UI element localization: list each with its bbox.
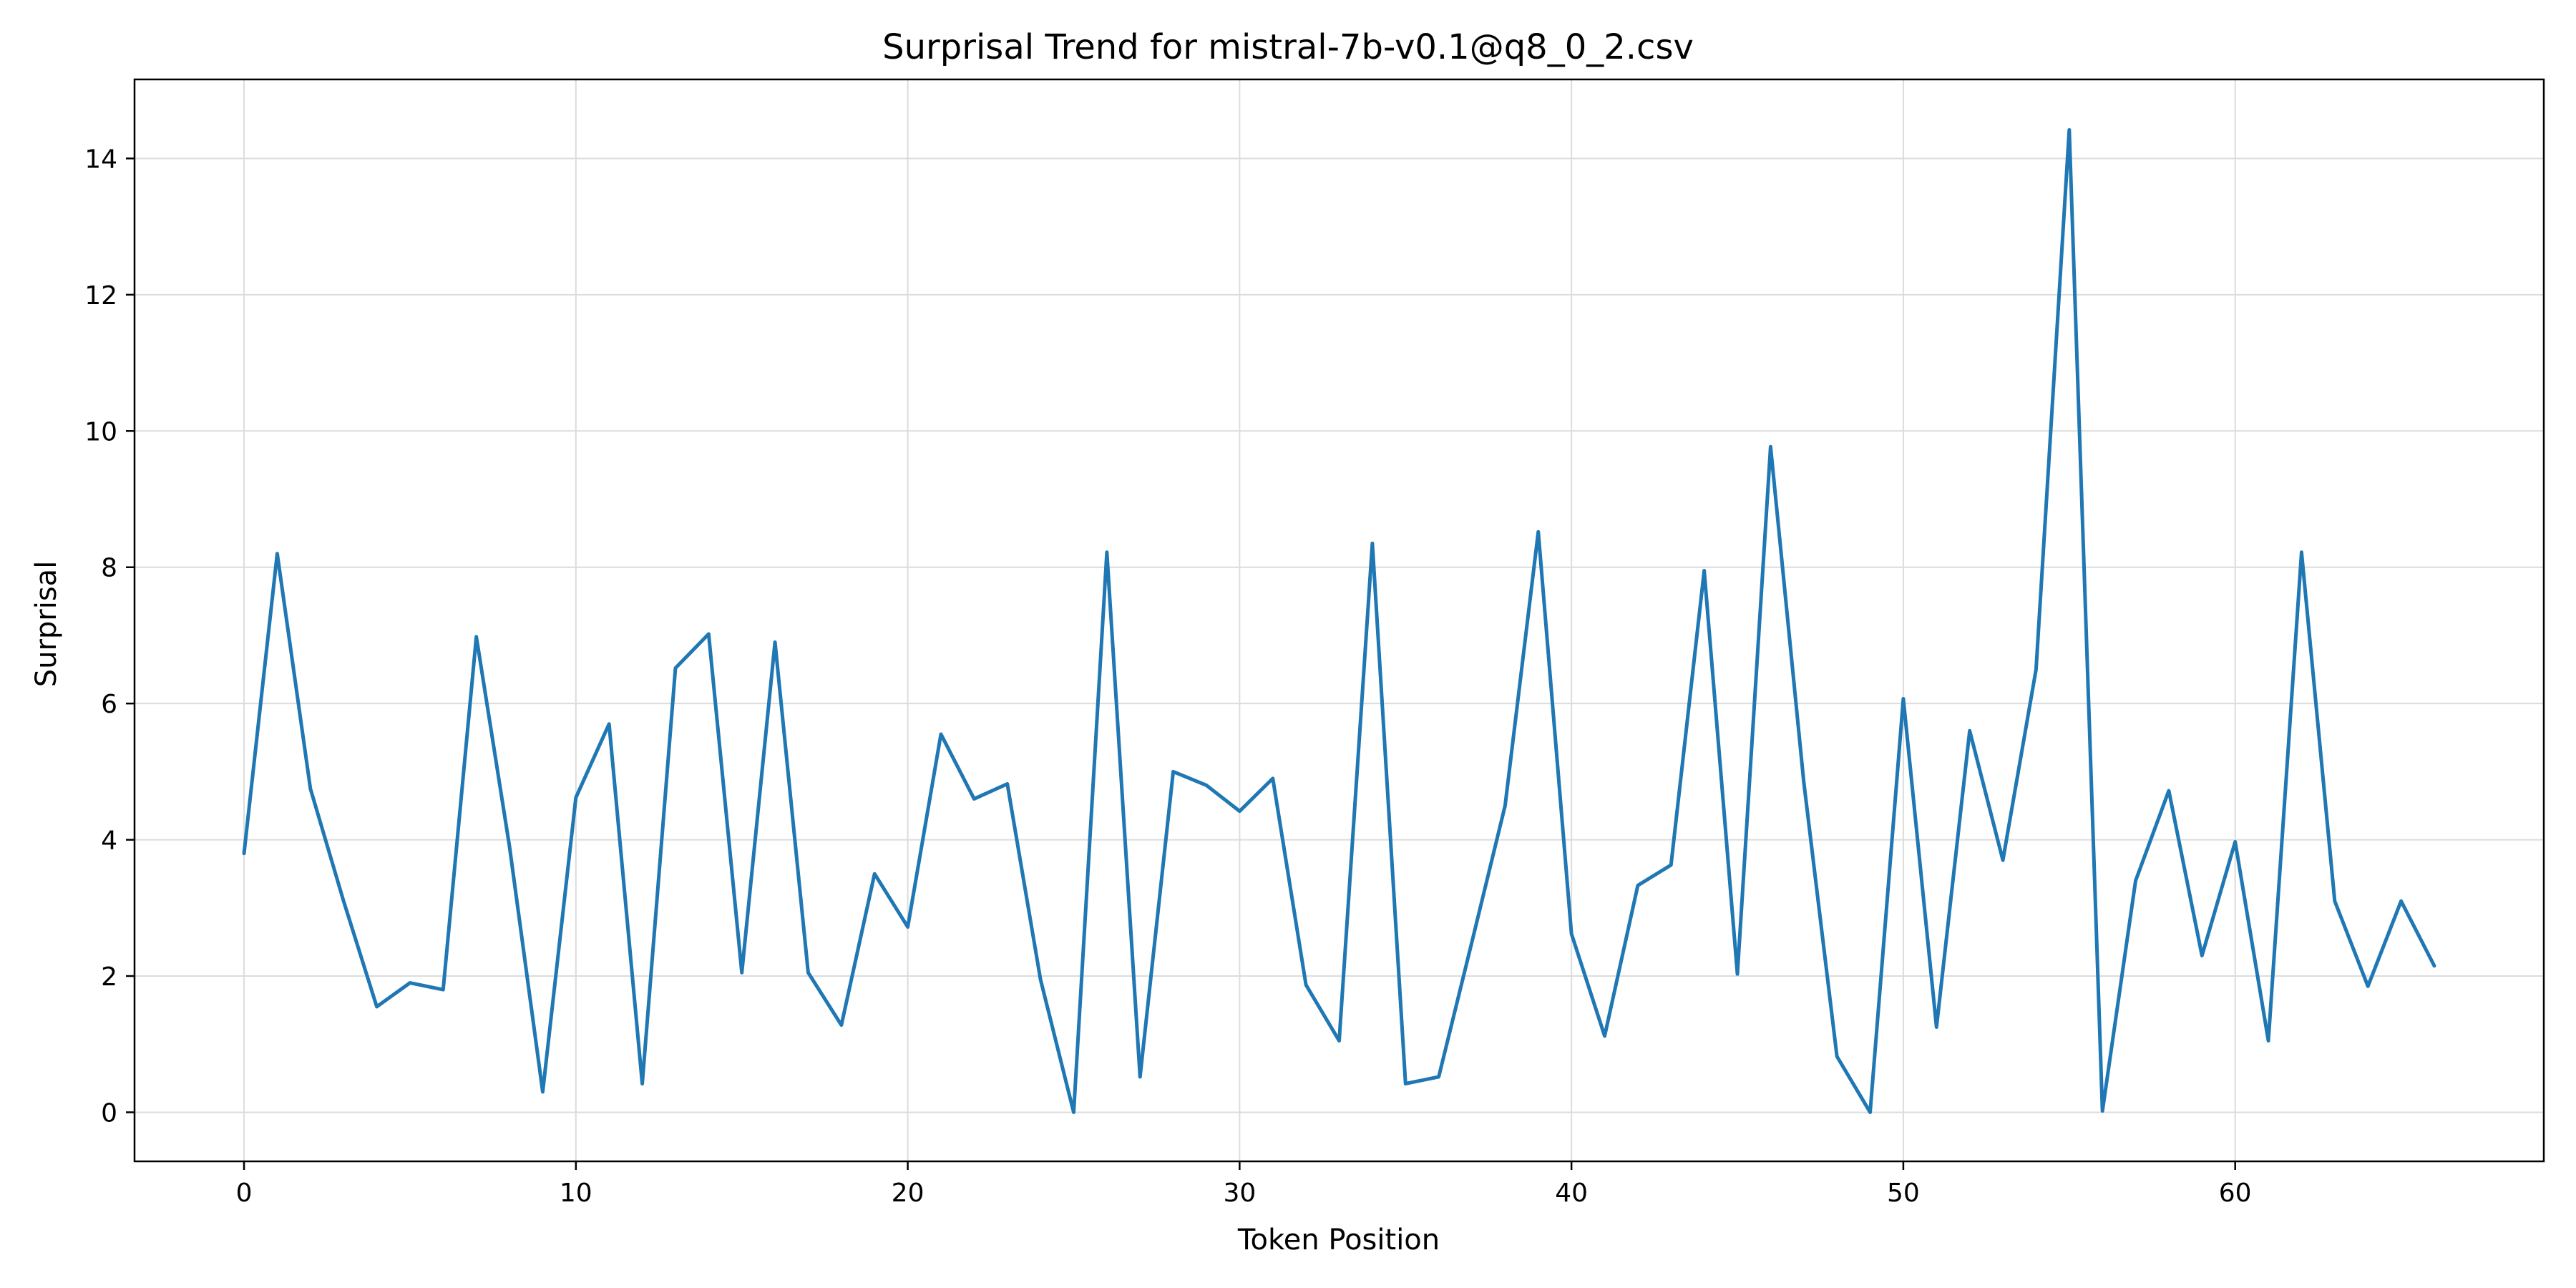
y-tick-label: 8 <box>101 554 117 583</box>
y-tick-label: 6 <box>101 690 117 719</box>
surprisal-series-line <box>242 127 2436 1114</box>
x-tick-label: 60 <box>2219 1179 2252 1208</box>
x-tick-label: 10 <box>560 1179 592 1208</box>
y-tick-label: 10 <box>84 417 117 447</box>
chart-title: Surprisal Trend for mistral-7b-v0.1@q8_0… <box>882 27 1694 67</box>
grid <box>135 79 2544 1161</box>
y-tick-label: 2 <box>101 962 117 992</box>
plot-area-frame <box>133 78 2545 1163</box>
x-axis-ticks: 0 10 20 30 40 50 60 <box>236 1161 2252 1208</box>
x-tick-label: 0 <box>236 1179 253 1208</box>
y-tick-label: 0 <box>101 1098 117 1128</box>
x-axis-title: Token Position <box>1237 1224 1440 1257</box>
x-tick-label: 40 <box>1555 1179 1588 1208</box>
y-tick-label: 12 <box>84 281 117 311</box>
x-tick-label: 20 <box>892 1179 924 1208</box>
y-axis-title: Surprisal <box>30 561 63 688</box>
x-tick-label: 50 <box>1887 1179 1920 1208</box>
x-tick-label: 30 <box>1223 1179 1256 1208</box>
y-axis-ticks: 0 2 4 6 8 10 12 14 <box>84 145 135 1128</box>
y-tick-label: 14 <box>84 145 117 174</box>
y-tick-label: 4 <box>101 826 117 856</box>
